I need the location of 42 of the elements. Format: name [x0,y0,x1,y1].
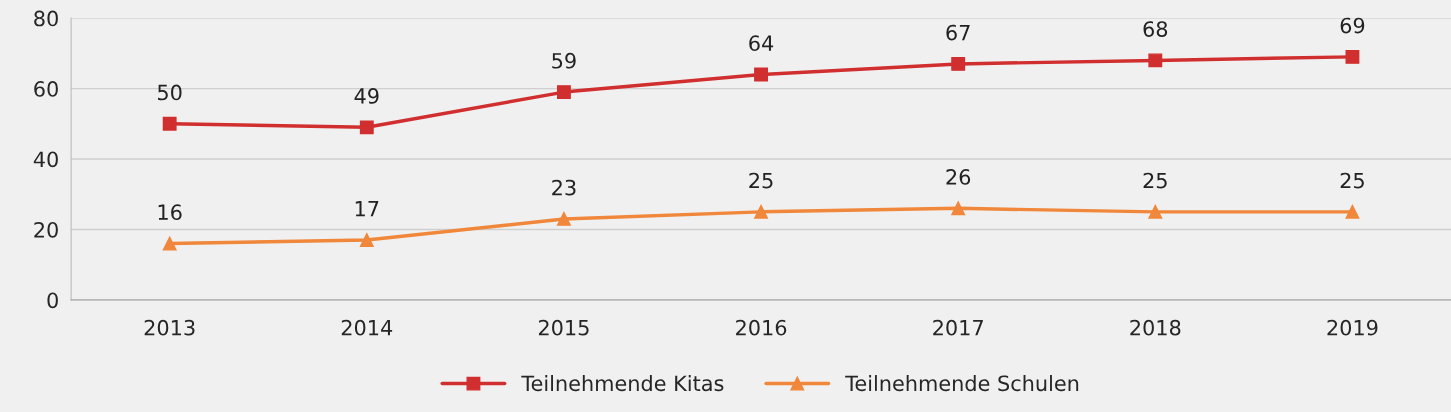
point [1345,204,1360,219]
data-label: 17 [355,201,379,217]
data-label: 64 [749,35,774,52]
data-label: 25 [1143,172,1167,189]
point [951,56,966,71]
data-label: 68 [1143,21,1168,37]
data-label: 16 [158,204,182,221]
legend-label: Teilnehmende Kitas [521,375,724,392]
y-tick-label: 40 [33,151,58,168]
data-label: 49 [354,88,379,104]
point [1148,53,1163,68]
x-tick-label: 2014 [341,319,393,336]
point [556,85,571,100]
point [359,233,374,247]
point [359,120,374,135]
point [754,204,768,219]
data-label: 50 [158,84,182,101]
data-label: 23 [552,179,576,196]
point [1345,49,1360,64]
y-tick-label: 0 [47,292,58,309]
data-label: 25 [1340,172,1364,189]
x-tick-label: 2015 [538,319,589,336]
x-tick-label: 2017 [933,319,983,336]
legend-label: Teilnehmende Schulen [845,375,1079,392]
point [162,236,177,251]
data-label: 59 [552,52,576,69]
y-tick-label: 60 [34,81,58,97]
point [162,116,177,131]
x-tick-label: 2013 [144,319,195,336]
x-tick-label: 2018 [1130,319,1181,336]
data-label: 67 [946,24,970,41]
point [754,67,768,82]
x-tick-label: 2016 [736,319,787,336]
x-tick-label: 2019 [1327,319,1378,336]
data-label: 26 [946,169,971,185]
data-label: 69 [1340,17,1365,34]
point [556,211,571,226]
point [1148,204,1163,219]
y-tick-label: 80 [34,10,58,27]
y-tick-label: 20 [34,221,58,238]
point [951,201,966,216]
data-label: 25 [749,172,773,189]
